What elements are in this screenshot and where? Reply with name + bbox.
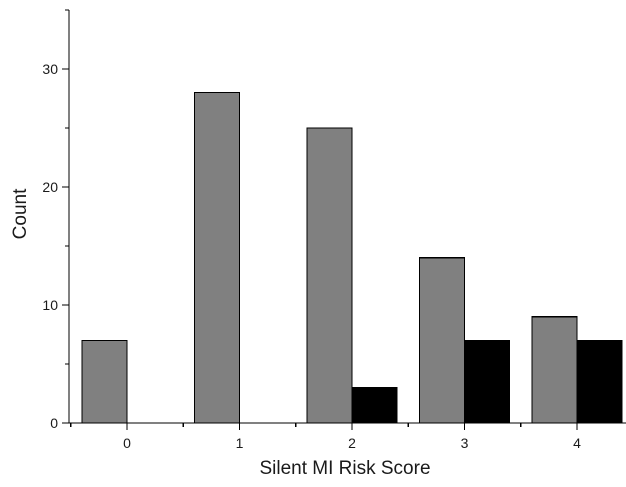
x-tick-label-2: 2 xyxy=(348,435,356,451)
x-tick-label-1: 1 xyxy=(236,435,244,451)
bars-layer xyxy=(81,91,623,424)
y-tick-label-0: 0 xyxy=(50,415,58,431)
axes-layer xyxy=(68,10,626,424)
ticks-layer: 0 10 20 30 0 1 2 3 4 xyxy=(42,9,581,451)
x-tick-label-0: 0 xyxy=(123,435,131,451)
x-tick-label-4: 4 xyxy=(573,435,581,451)
bar-series1-3 xyxy=(418,257,466,424)
bar-series1-0 xyxy=(81,339,128,424)
x-axis-title: Silent MI Risk Score xyxy=(259,458,430,479)
bar-series2-3 xyxy=(463,339,511,424)
bar-series1-1 xyxy=(193,91,241,424)
bar-series2-2 xyxy=(351,387,398,424)
y-tick-label-20: 20 xyxy=(42,179,58,195)
y-tick-label-30: 30 xyxy=(42,61,58,77)
y-tick-label-10: 10 xyxy=(42,297,58,313)
bar-series1-2 xyxy=(306,127,353,424)
y-axis-title: Count xyxy=(10,188,31,239)
bar-series2-4 xyxy=(576,339,623,424)
bar-series1-4 xyxy=(531,316,578,424)
x-tick-label-3: 3 xyxy=(461,435,469,451)
